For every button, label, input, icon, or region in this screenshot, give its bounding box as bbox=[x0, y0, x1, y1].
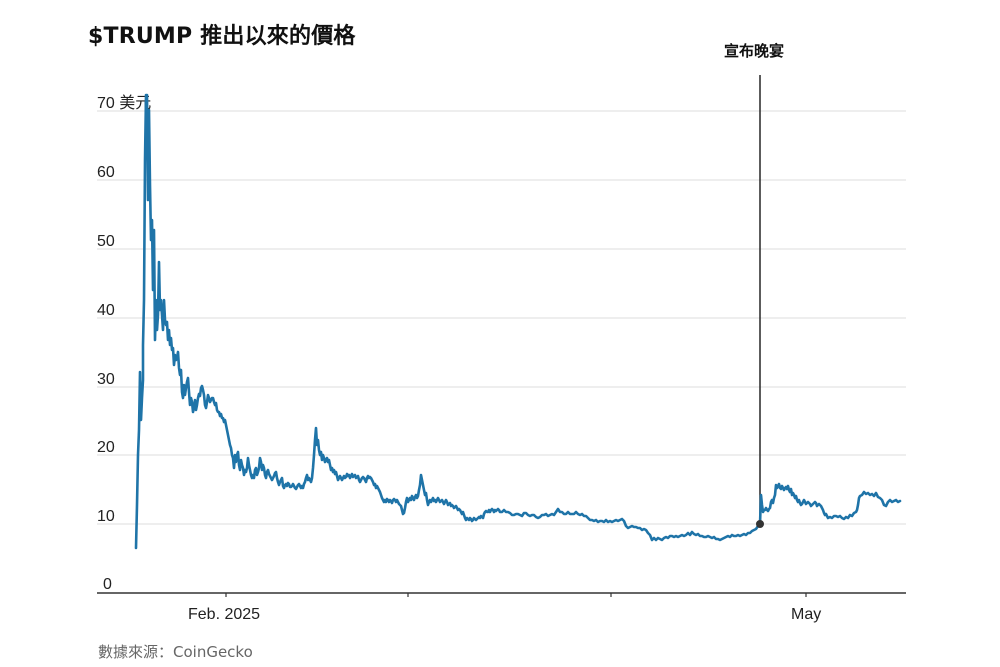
x-tick-feb: Feb. 2025 bbox=[188, 606, 260, 623]
annotation-label: 宣布晚宴 bbox=[724, 42, 785, 60]
data-source: 數據來源：CoinGecko bbox=[98, 643, 253, 661]
y-tick-30: 30 bbox=[97, 371, 115, 388]
y-tick-20: 20 bbox=[97, 439, 115, 456]
y-tick-0: 0 bbox=[103, 576, 112, 593]
gridlines bbox=[97, 110, 906, 525]
annotation-marker bbox=[756, 520, 764, 528]
x-tick-may: May bbox=[791, 606, 821, 623]
y-tick-50: 50 bbox=[97, 233, 115, 250]
y-tick-70: 70 美元 bbox=[97, 94, 151, 112]
y-tick-40: 40 bbox=[97, 302, 115, 319]
chart-title: $TRUMP 推出以來的價格 bbox=[88, 24, 356, 49]
price-line bbox=[134, 93, 902, 550]
y-tick-60: 60 bbox=[97, 164, 115, 181]
y-axis-labels: 70 美元 60 50 40 30 20 10 0 bbox=[97, 94, 151, 593]
x-axis: Feb. 2025 May bbox=[97, 592, 906, 623]
y-tick-10: 10 bbox=[97, 508, 115, 525]
